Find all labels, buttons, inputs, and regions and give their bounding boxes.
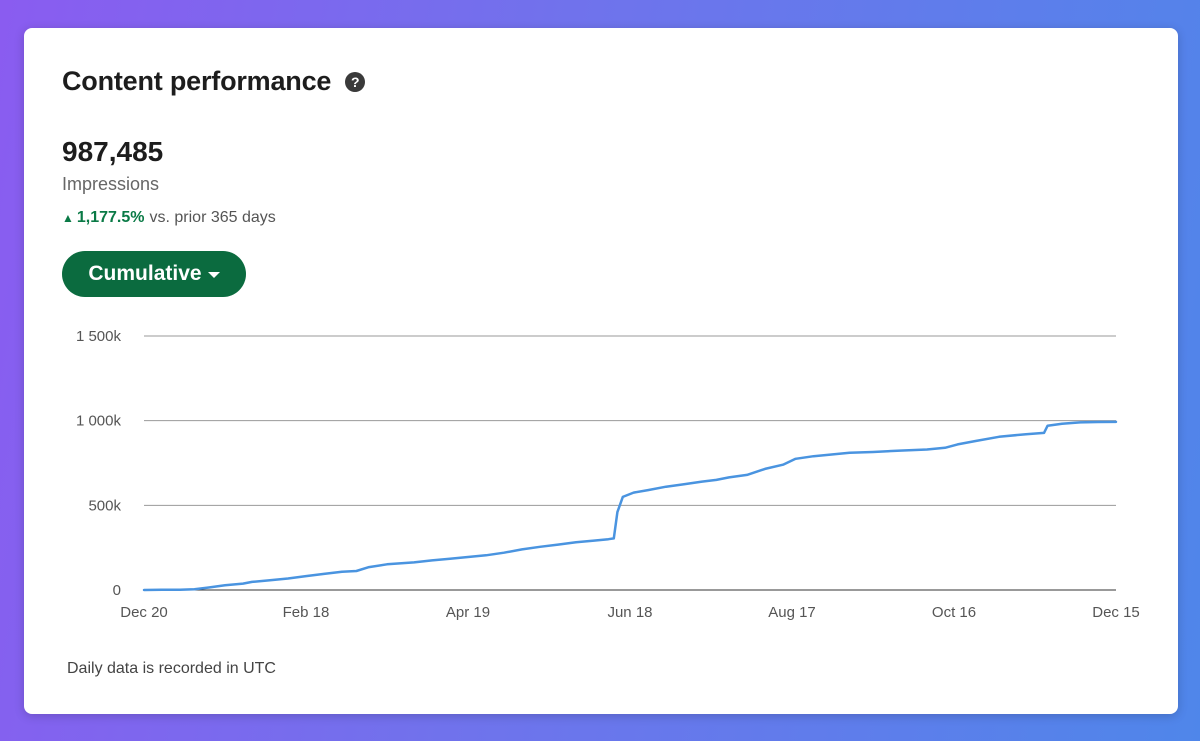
x-tick-label: Jun 18 <box>607 604 652 621</box>
impressions-line-chart: 0 500k 1 000k 1 500k Dec 20 Feb 18 Apr 19 Jun 1… <box>76 328 1140 621</box>
x-tick-label: Feb 18 <box>283 604 330 621</box>
x-tick-label: Dec 20 <box>120 604 168 621</box>
series-line-0 <box>142 420 1118 592</box>
title-row: Content performance ? <box>62 66 366 97</box>
x-tick-label: Apr 19 <box>446 604 490 621</box>
utc-footnote: Daily data is recorded in UTC <box>67 660 276 677</box>
triangle-up-icon: ▲ <box>62 211 74 225</box>
change-row: ▲ 1,177.5% vs. prior 365 days <box>62 209 276 227</box>
impressions-value: 987,485 <box>62 136 164 167</box>
y-tick-label: 500k <box>88 497 121 514</box>
content-performance-card: Content performance ? 987,485 Impression… <box>24 28 1178 714</box>
cumulative-dropdown-button[interactable]: Cumulative <box>62 251 246 297</box>
change-value: 1,177.5% <box>76 209 145 226</box>
caret-down-icon <box>207 272 220 278</box>
y-tick-label: 1 500k <box>76 328 122 345</box>
x-tick-label: Dec 15 <box>1092 604 1140 621</box>
x-tick-label: Oct 16 <box>932 604 976 621</box>
x-tick-label: Aug 17 <box>768 604 816 621</box>
change-text: vs. prior 365 days <box>149 209 276 226</box>
impressions-label: Impressions <box>62 174 160 194</box>
y-tick-label: 0 <box>113 582 121 599</box>
help-icon[interactable]: ? <box>345 71 366 92</box>
y-tick-label: 1 000k <box>76 413 122 430</box>
card-title: Content performance <box>62 66 332 96</box>
cumulative-label: Cumulative <box>88 262 202 285</box>
